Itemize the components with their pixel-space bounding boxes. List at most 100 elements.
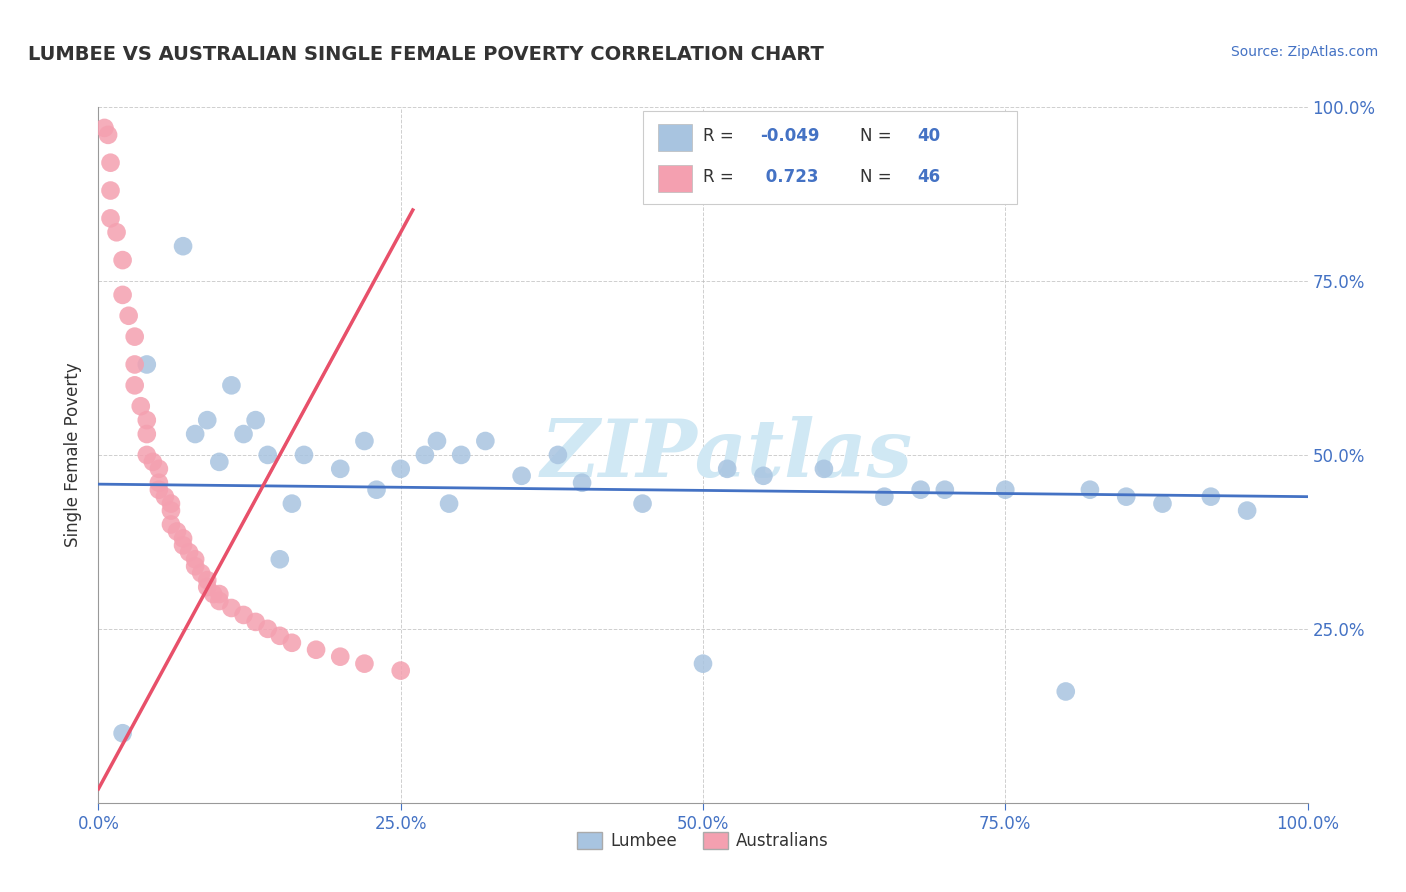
Point bbox=[910, 483, 932, 497]
FancyBboxPatch shape bbox=[658, 165, 692, 192]
Point bbox=[208, 587, 231, 601]
Point bbox=[184, 552, 207, 566]
Point bbox=[1152, 497, 1174, 511]
Point bbox=[450, 448, 472, 462]
Point bbox=[269, 629, 291, 643]
Point bbox=[124, 378, 146, 392]
Point bbox=[111, 253, 134, 268]
Point bbox=[305, 642, 328, 657]
Point bbox=[716, 462, 738, 476]
Point bbox=[100, 155, 122, 169]
Point bbox=[281, 497, 304, 511]
Text: LUMBEE VS AUSTRALIAN SINGLE FEMALE POVERTY CORRELATION CHART: LUMBEE VS AUSTRALIAN SINGLE FEMALE POVER… bbox=[28, 45, 824, 63]
Point bbox=[172, 239, 194, 253]
Point bbox=[245, 615, 267, 629]
Point bbox=[195, 413, 218, 427]
Point bbox=[571, 475, 593, 490]
Point bbox=[97, 128, 120, 142]
Text: Source: ZipAtlas.com: Source: ZipAtlas.com bbox=[1230, 45, 1378, 59]
Point bbox=[195, 573, 218, 587]
Point bbox=[1199, 490, 1222, 504]
Point bbox=[329, 462, 352, 476]
Point bbox=[118, 309, 141, 323]
Point bbox=[221, 601, 243, 615]
Point bbox=[190, 566, 212, 581]
Point bbox=[631, 497, 654, 511]
Point bbox=[389, 462, 412, 476]
Point bbox=[111, 726, 134, 740]
Point bbox=[389, 664, 412, 678]
Text: 46: 46 bbox=[917, 168, 941, 186]
Point bbox=[160, 497, 183, 511]
Point bbox=[195, 580, 218, 594]
Point bbox=[474, 434, 496, 448]
Text: 0.723: 0.723 bbox=[759, 168, 818, 186]
Point bbox=[148, 483, 170, 497]
Point bbox=[208, 455, 231, 469]
Point bbox=[329, 649, 352, 664]
Point bbox=[135, 448, 157, 462]
Point bbox=[1236, 503, 1258, 517]
Point bbox=[1054, 684, 1077, 698]
Point bbox=[221, 378, 243, 392]
Point bbox=[160, 517, 183, 532]
Point bbox=[752, 468, 775, 483]
Text: N =: N = bbox=[860, 168, 897, 186]
Legend: Lumbee, Australians: Lumbee, Australians bbox=[571, 826, 835, 857]
Point bbox=[135, 358, 157, 372]
Text: ZIPatlas: ZIPatlas bbox=[541, 417, 914, 493]
Point bbox=[547, 448, 569, 462]
Point bbox=[934, 483, 956, 497]
Point bbox=[100, 211, 122, 226]
Point bbox=[184, 559, 207, 574]
Point bbox=[172, 538, 194, 552]
FancyBboxPatch shape bbox=[643, 111, 1018, 204]
Point bbox=[135, 427, 157, 442]
Point bbox=[184, 427, 207, 442]
Point bbox=[245, 413, 267, 427]
FancyBboxPatch shape bbox=[658, 124, 692, 151]
Point bbox=[292, 448, 315, 462]
Point bbox=[166, 524, 188, 539]
Point bbox=[124, 358, 146, 372]
Point bbox=[93, 120, 115, 135]
Point bbox=[873, 490, 896, 504]
Point bbox=[153, 490, 176, 504]
Point bbox=[994, 483, 1017, 497]
Point bbox=[281, 636, 304, 650]
Point bbox=[135, 413, 157, 427]
Point bbox=[105, 225, 128, 239]
Point bbox=[510, 468, 533, 483]
Point bbox=[160, 503, 183, 517]
Point bbox=[179, 545, 201, 559]
Point bbox=[111, 288, 134, 302]
Point bbox=[232, 427, 254, 442]
Point bbox=[426, 434, 449, 448]
Point bbox=[129, 399, 152, 413]
Point bbox=[124, 329, 146, 343]
Point bbox=[437, 497, 460, 511]
Text: N =: N = bbox=[860, 128, 897, 145]
Point bbox=[148, 475, 170, 490]
Point bbox=[142, 455, 165, 469]
Text: 40: 40 bbox=[917, 128, 941, 145]
Y-axis label: Single Female Poverty: Single Female Poverty bbox=[65, 363, 83, 547]
Point bbox=[256, 448, 278, 462]
Text: -0.049: -0.049 bbox=[759, 128, 820, 145]
Text: R =: R = bbox=[703, 168, 740, 186]
Point bbox=[353, 657, 375, 671]
Text: R =: R = bbox=[703, 128, 740, 145]
Point bbox=[148, 462, 170, 476]
Point bbox=[353, 434, 375, 448]
Point bbox=[692, 657, 714, 671]
Point bbox=[232, 607, 254, 622]
Point bbox=[202, 587, 225, 601]
Point bbox=[256, 622, 278, 636]
Point bbox=[269, 552, 291, 566]
Point bbox=[1115, 490, 1137, 504]
Point bbox=[100, 184, 122, 198]
Point bbox=[366, 483, 388, 497]
Point bbox=[172, 532, 194, 546]
Point bbox=[1078, 483, 1101, 497]
Point bbox=[813, 462, 835, 476]
